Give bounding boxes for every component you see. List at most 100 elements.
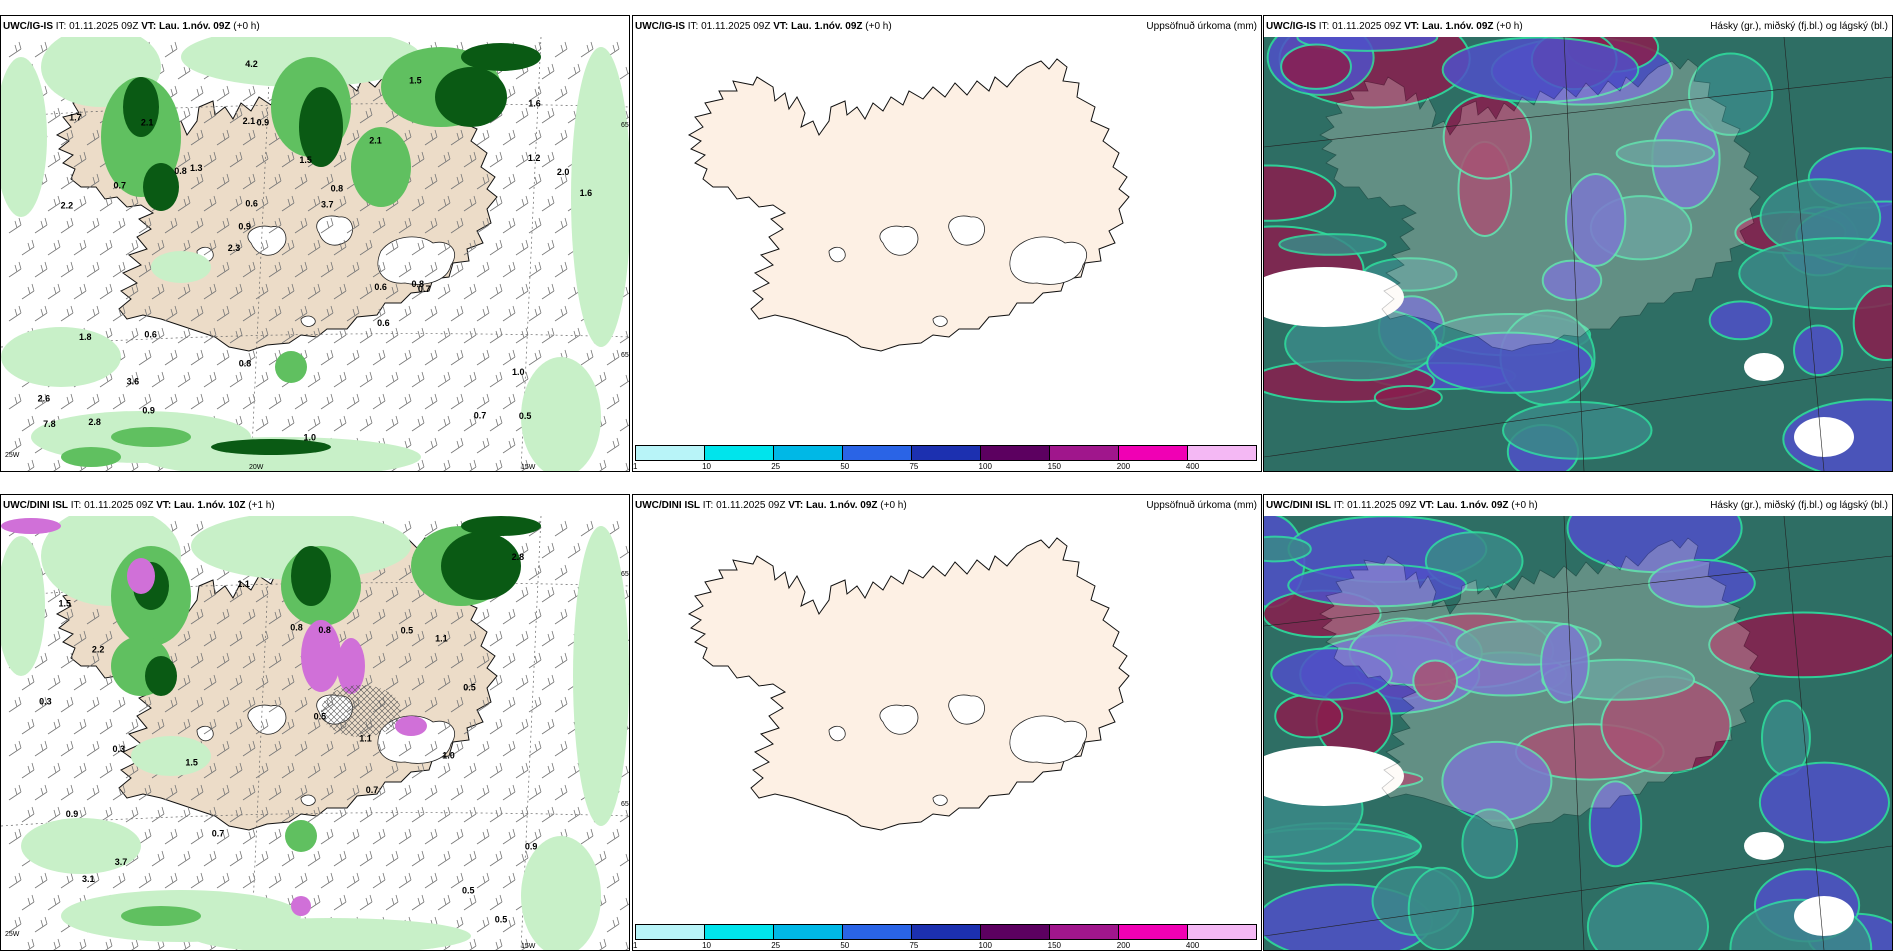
map-panel-p1: UWC/IG-IS IT: 01.11.2025 09Z VT: Lau. 1.… [0,15,630,472]
clear-sky [1264,267,1404,327]
colorbar-segment [843,446,912,460]
snow-area [1,518,61,534]
precip-value: 0.9 [257,117,270,127]
clear-sky [1264,746,1404,806]
panel-header: UWC/IG-IS IT: 01.11.2025 09Z VT: Lau. 1.… [633,16,1261,37]
colorbar-segment [705,446,774,460]
precip-value: 3.7 [115,857,128,867]
cloud-area [1426,331,1594,394]
init-time: 01.11.2025 09Z [69,21,139,32]
precip-light [191,918,471,950]
precip-value: 0.8 [318,625,331,635]
precip-value: 1.0 [304,433,317,443]
colorbar-label: 25 [771,941,781,950]
precip-value: 1.2 [528,153,541,163]
graticule [1264,516,1892,950]
glacier-outline [828,725,846,742]
cloud-area [1287,563,1468,608]
panel-info: UWC/DINI ISL IT: 01.11.2025 09Z VT: Lau.… [635,495,907,516]
precip-heavy [123,77,159,137]
glacier-outline [879,225,919,256]
colorbar-labels: 1 10 25 50 75 100 150 200 400 [633,941,1257,950]
precip-value: 1.5 [299,155,312,165]
clear-sky [1744,353,1784,381]
precip-value: 2.1 [243,116,256,126]
clear-sky [1794,896,1854,936]
graticule-label: 65N [621,571,629,578]
lead-time: (+0 h) [233,21,260,32]
map-svg: 0.5 0.3 0.7 1.5 0.9 2.2 3.7 1.5 1.1 0.8 0.5 0.5 0.7 1… [1,516,629,950]
map-panel-p2: UWC/IG-IS IT: 01.11.2025 09Z VT: Lau. 1.… [632,15,1262,472]
map-area [1264,516,1892,950]
precip-value: 1.8 [79,332,92,342]
glacier-outline [932,794,948,806]
cloud-area [1615,139,1716,168]
panel-info: UWC/DINI ISL IT: 01.11.2025 09Z VT: Lau.… [3,495,275,516]
it-label: IT: [1333,500,1345,511]
colorbar-label: 1 [633,941,638,950]
lead-time: (+0 h) [1511,500,1538,511]
vt-label: VT: [773,21,789,32]
map-area [1264,37,1892,471]
cloud-area [1264,535,1312,563]
precip-value: 0.5 [401,626,414,636]
precip-heavy [461,43,541,71]
precip-heavy [291,546,331,606]
colorbar-label: 150 [1047,941,1062,950]
precip-value: 2.1 [369,135,382,145]
colorbar-label: 50 [840,462,850,471]
cloud-area [1280,43,1352,90]
colorbar-label: 10 [702,941,712,950]
valid-time: Lau. 1.nóv. 09Z [791,21,863,32]
panel-header: UWC/DINI ISL IT: 01.11.2025 09Z VT: Lau.… [1,495,629,516]
iceland-outline [1319,58,1761,352]
precip-heavy [299,87,343,167]
precip-value: 1.1 [359,734,372,744]
init-time: 01.11.2025 09Z [84,500,154,511]
glacier-outline [828,246,846,263]
precip-moderate [351,127,411,207]
precip-light [131,736,211,776]
precip-value: 0.9 [525,842,538,852]
precip-value: 0.7 [113,180,126,190]
iceland-land [687,537,1130,831]
precip-light [521,357,601,471]
graticule-label: 15W [521,464,536,471]
precip-value: 1.5 [185,758,198,768]
map-area [633,37,1261,471]
panel-header: UWC/DINI ISL IT: 01.11.2025 09Z VT: Lau.… [1264,495,1892,516]
graticule-label: 65N [621,352,629,359]
clear-sky [1794,417,1854,457]
panel-info: UWC/IG-IS IT: 01.11.2025 09Z VT: Lau. 1.… [635,16,892,37]
cloud-area [1708,300,1773,341]
colorbar-segment [774,925,843,939]
colorbar [635,445,1257,461]
colorbar-label: 150 [1047,462,1062,471]
cloud-area [1270,647,1393,701]
panel-header: UWC/IG-IS IT: 01.11.2025 09Z VT: Lau. 1.… [1264,16,1892,37]
it-label: IT: [702,500,714,511]
precip-value: 3.6 [127,377,140,387]
precip-light [151,251,211,283]
precip-value: 0.8 [239,358,252,368]
precip-value: 0.7 [366,785,379,795]
graticule-label: 25W [5,452,20,459]
precip-moderate [111,427,191,447]
panel-info: UWC/IG-IS IT: 01.11.2025 09Z VT: Lau. 1.… [3,16,260,37]
colorbar-segment [1119,925,1188,939]
graticule-label: 25W [5,931,20,938]
map-area: 0.5 2.2 1.6 2.3 2.1 2.8 2.1 1.5 1.8 1.3 2.6 3.6 0.9 0… [1,37,629,471]
model-name: UWC/DINI ISL [635,500,700,511]
colorbar-label: 400 [1185,462,1200,471]
precip-value: 3.1 [82,874,95,884]
model-name: UWC/IG-IS [3,21,53,32]
model-name: UWC/DINI ISL [1266,500,1331,511]
precip-value: 0.5 [314,711,327,721]
precip-value: 0.8 [412,279,425,289]
cloud-area [1502,401,1653,460]
precip-value: 0.5 [519,411,532,421]
precip-value: 0.5 [463,683,476,693]
panel-title: Hásky (gr.), miðský (fj.bl.) og lágský (… [1710,500,1888,511]
clear-sky [1744,832,1784,860]
precip-value: 0.3 [113,744,126,754]
